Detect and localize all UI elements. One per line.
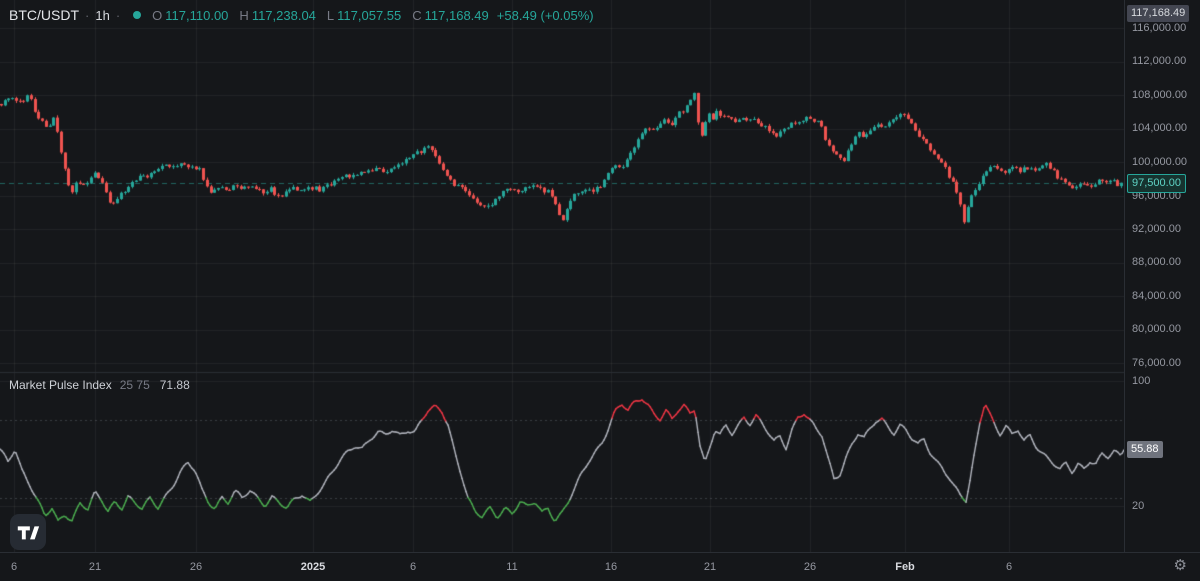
price-axis-label: 88,000.00 [1132, 256, 1181, 268]
time-axis-label: 6 [409, 561, 417, 573]
time-axis[interactable]: 6 21 26 2025 6 11 16 21 26 Feb 6 [0, 552, 1200, 581]
indicator-value-badge: 55.88 [1127, 441, 1163, 458]
time-axis-label: 26 [803, 561, 817, 573]
time-axis-label: 16 [604, 561, 618, 573]
price-axis-label: 112,000.00 [1132, 55, 1187, 67]
indicator-value: 71.88 [159, 378, 190, 392]
indicator-name[interactable]: Market Pulse Index [9, 378, 112, 392]
ohlc-close-label: C [412, 7, 422, 23]
tradingview-logo-icon [17, 526, 40, 540]
time-axis-label: 21 [703, 561, 717, 573]
last-price-badge: 117,168.49 [1127, 5, 1190, 22]
ohlc-close-value: 117,168.49 [424, 7, 489, 23]
time-axis-label: Feb [895, 561, 915, 573]
separator: · [115, 7, 121, 23]
market-status-icon[interactable] [133, 11, 142, 19]
symbol-legend: BTC/USDT · 1h · O 117,110.00 H 117,238.0… [9, 7, 594, 23]
price-axis[interactable]: 116,000.00 112,000.00 108,000.00 104,000.00… [1124, 0, 1200, 552]
price-axis-label: 108,000.00 [1132, 89, 1188, 101]
ohlc-low-label: L [326, 7, 335, 23]
time-axis-label: 6 [10, 561, 18, 573]
separator: · [85, 7, 90, 23]
time-axis-label: 2025 [300, 561, 326, 573]
price-change-value: +58.49 (+0.05%) [496, 7, 594, 23]
price-axis-label: 92,000.00 [1132, 223, 1181, 235]
ohlc-high-value: 117,238.04 [251, 7, 316, 23]
ohlc-open-value: 117,110.00 [165, 7, 229, 23]
time-axis-label: 6 [1005, 561, 1013, 573]
tradingview-logo[interactable] [10, 514, 46, 550]
current-price-badge[interactable]: 97,500.00 [1127, 174, 1186, 193]
price-axis-label: 20 [1132, 500, 1145, 512]
price-axis-label: 80,000.00 [1132, 323, 1181, 335]
ohlc-low-value: 117,057.55 [337, 7, 402, 23]
indicator-params: 25 75 [119, 378, 150, 392]
price-axis-label: 100,000.00 [1132, 156, 1188, 168]
symbol-name[interactable]: BTC/USDT [9, 7, 79, 23]
price-axis-label: 76,000.00 [1132, 357, 1181, 369]
main-chart-canvas[interactable] [0, 0, 1124, 552]
price-axis-label: 100 [1132, 375, 1151, 387]
interval-label[interactable]: 1h [95, 7, 110, 23]
price-axis-label: 96,000.00 [1132, 190, 1181, 202]
time-axis-label: 26 [189, 561, 203, 573]
indicator-legend: Market Pulse Index 25 75 71.88 [9, 378, 190, 392]
price-axis-label: 104,000.00 [1132, 122, 1188, 134]
time-axis-label: 11 [506, 561, 518, 573]
settings-gear-icon[interactable]: ⚙ [1173, 557, 1187, 574]
ohlc-high-label: H [239, 7, 249, 23]
price-axis-label: 84,000.00 [1132, 290, 1181, 302]
time-axis-label: 21 [88, 561, 102, 573]
price-axis-label: 116,000.00 [1132, 22, 1187, 34]
ohlc-open-label: O [152, 7, 163, 23]
